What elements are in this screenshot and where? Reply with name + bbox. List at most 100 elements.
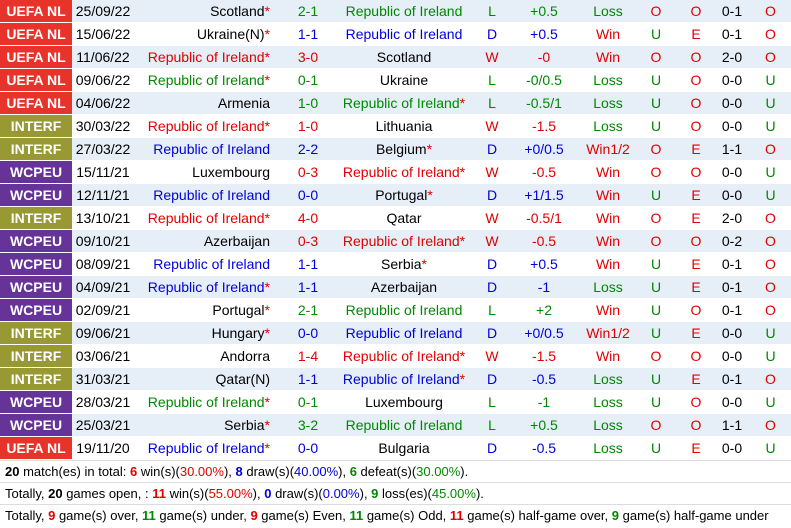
half-over-under-cell: O	[750, 229, 791, 253]
summary-text: 11	[349, 508, 364, 523]
summary-text: defeat(s)(	[356, 464, 417, 479]
over-under-cell: U	[634, 298, 678, 322]
over-under: U	[650, 371, 662, 387]
handicap-result: Win	[595, 187, 621, 203]
handicap-result-cell: Win1/2	[582, 321, 634, 345]
summary-text: win(s)(	[165, 486, 209, 501]
result-cell: L	[478, 91, 506, 115]
score-cell: 1-0	[286, 91, 330, 115]
away-team-cell: Republic of Ireland*	[330, 229, 478, 253]
result: W	[485, 118, 499, 134]
score-cell: 1-1	[286, 252, 330, 276]
score: 0-1	[297, 394, 319, 410]
half-over-under-cell: U	[750, 321, 791, 345]
date: 25/03/21	[75, 417, 131, 433]
result: D	[486, 279, 498, 295]
handicap-result: Win	[595, 233, 621, 249]
match-row: WCPEU 25/03/21 Serbia* 3-2 Republic of Irela…	[0, 413, 791, 437]
half-over-under-cell: U	[750, 114, 791, 138]
over-under-cell: O	[634, 160, 678, 184]
away-team-cell: Republic of Ireland	[330, 321, 478, 345]
odd-even: O	[690, 417, 702, 433]
home-team: Qatar(N)	[215, 371, 270, 387]
score-cell: 4-0	[286, 206, 330, 230]
half-over-under: U	[765, 325, 776, 341]
half-score-cell: 0-1	[714, 22, 750, 46]
match-row: INTERF 27/03/22 Republic of Ireland 2-2 Belg…	[0, 137, 791, 161]
score: 0-1	[297, 72, 319, 88]
half-over-under-cell: U	[750, 344, 791, 368]
home-team-cell: Andorra	[134, 344, 286, 368]
over-under: O	[650, 164, 662, 180]
result: L	[488, 417, 496, 433]
handicap-cell: -1	[506, 275, 582, 299]
home-team: Hungary	[211, 325, 265, 341]
competition: WCPEU	[9, 233, 63, 249]
over-under-cell: O	[634, 0, 678, 23]
handicap-cell: -1.5	[506, 114, 582, 138]
result: D	[486, 440, 498, 456]
away-team-cell: Republic of Ireland*	[330, 91, 478, 115]
away-team-cell: Republic of Ireland*	[330, 344, 478, 368]
away-team-cell: Qatar	[330, 206, 478, 230]
handicap-result-cell: Loss	[582, 413, 634, 437]
half-score-cell: 0-0	[714, 91, 750, 115]
over-under: O	[650, 3, 662, 19]
over-under-cell: U	[634, 114, 678, 138]
handicap: +2	[536, 302, 552, 318]
result-cell: L	[478, 0, 506, 23]
handicap-result-cell: Loss	[582, 91, 634, 115]
odd-even: O	[690, 394, 702, 410]
match-row: UEFA NL 04/06/22 Armenia 1-0 Republic of Ire…	[0, 91, 791, 115]
home-team-cell: Republic of Ireland*	[134, 390, 286, 414]
odd-even: O	[690, 233, 702, 249]
competition: UEFA NL	[6, 26, 66, 42]
date-cell: 27/03/22	[72, 137, 134, 161]
date: 08/09/21	[75, 256, 131, 272]
over-under-cell: U	[634, 367, 678, 391]
handicap-cell: +2	[506, 298, 582, 322]
summary-text: 0	[264, 486, 272, 501]
summary-line: Totally, 20 games open, : 11 win(s)(55.0…	[0, 482, 791, 504]
over-under-cell: U	[634, 275, 678, 299]
date-cell: 31/03/21	[72, 367, 134, 391]
home-marker: *	[459, 348, 466, 364]
over-under: U	[650, 440, 662, 456]
home-marker: *	[264, 302, 270, 318]
half-over-under: O	[765, 256, 776, 272]
handicap-result: Win	[595, 164, 621, 180]
summary: 20 match(es) in total: 6 win(s)(30.00%),…	[0, 460, 791, 526]
date: 25/09/22	[75, 3, 131, 19]
handicap-result-cell: Win	[582, 22, 634, 46]
half-score: 0-0	[721, 325, 743, 341]
half-score-cell: 0-1	[714, 367, 750, 391]
date: 02/09/21	[75, 302, 131, 318]
competition: INTERF	[10, 141, 62, 157]
home-marker: *	[264, 325, 270, 341]
date-cell: 03/06/21	[72, 344, 134, 368]
result-cell: W	[478, 229, 506, 253]
date: 04/09/21	[75, 279, 131, 295]
summary-text: games open, :	[62, 486, 153, 501]
score-cell: 0-1	[286, 68, 330, 92]
half-over-under-cell: U	[750, 160, 791, 184]
half-over-under: U	[765, 394, 776, 410]
summary-text: 20	[5, 464, 20, 479]
half-over-under-cell: O	[750, 206, 791, 230]
summary-text: 8	[235, 464, 243, 479]
score-cell: 2-2	[286, 137, 330, 161]
handicap-cell: +0.5	[506, 252, 582, 276]
summary-text: 55.00%	[208, 486, 253, 501]
date-cell: 09/06/22	[72, 68, 134, 92]
handicap-result: Win	[595, 348, 621, 364]
date: 31/03/21	[75, 371, 131, 387]
handicap-result: Loss	[593, 72, 623, 88]
handicap-cell: +0/0.5	[506, 321, 582, 345]
competition-cell: WCPEU	[0, 390, 72, 414]
half-score: 2-0	[721, 49, 743, 65]
odd-even-cell: E	[678, 137, 714, 161]
result: L	[488, 72, 496, 88]
result: D	[486, 256, 498, 272]
date-cell: 15/11/21	[72, 160, 134, 184]
